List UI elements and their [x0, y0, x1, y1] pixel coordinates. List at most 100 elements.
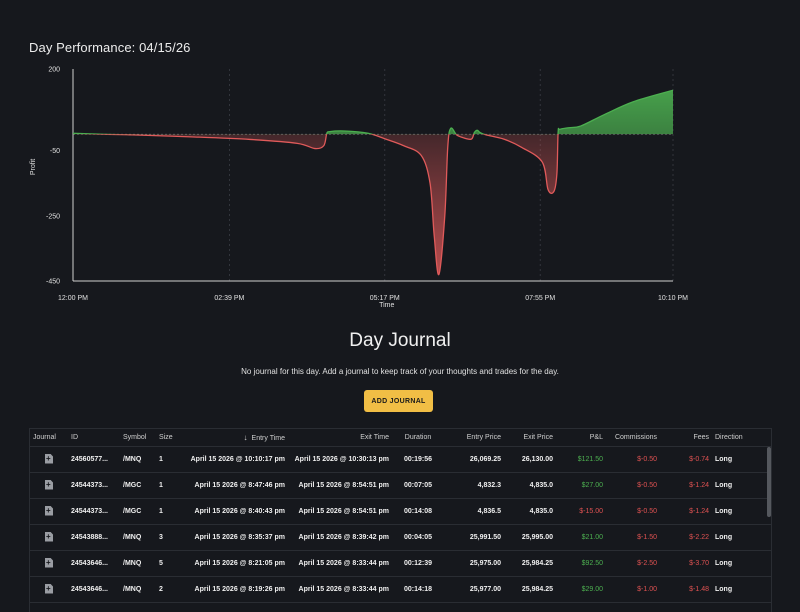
add-document-icon[interactable]: [45, 453, 53, 464]
add-document-icon[interactable]: [45, 531, 53, 542]
row-id: 24544373...: [68, 472, 120, 499]
row-entry-price: 26,069.25: [444, 446, 504, 473]
table-header-row: Journal ID Symbol Size ↓ Entry Time Exit …: [30, 429, 771, 447]
row-pnl: $27.00: [556, 472, 606, 499]
add-document-icon[interactable]: [45, 583, 53, 594]
row-direction: Long: [712, 524, 771, 551]
col-header-entry-price[interactable]: Entry Price: [444, 429, 504, 447]
row-entry-time: April 15 2026 @ 8:47:46 pm: [182, 472, 288, 499]
row-exit-time: April 15 2026 @ 8:54:51 pm: [288, 472, 392, 499]
col-header-commissions[interactable]: Commissions: [606, 429, 660, 447]
row-fees: $-1.24: [660, 498, 712, 525]
row-size: 1: [156, 498, 182, 525]
row-exit-time: April 15 2026 @ 10:30:13 pm: [288, 446, 392, 473]
row-id: 24543888...: [68, 524, 120, 551]
row-journal-cell[interactable]: [30, 576, 68, 603]
col-header-entry-time[interactable]: ↓ Entry Time: [182, 429, 288, 447]
row-id: 24543646...: [68, 576, 120, 603]
x-tick-label: 12:00 PM: [58, 295, 88, 302]
row-direction: Long: [712, 576, 771, 603]
row-commissions: $-0.50: [606, 446, 660, 473]
arrow-down-icon: ↓: [243, 433, 248, 442]
row-direction: Long: [712, 446, 771, 473]
row-symbol: /MGC: [120, 498, 156, 525]
row-commissions: $-0.50: [606, 498, 660, 525]
row-commissions: $-1.50: [606, 524, 660, 551]
y-tick-label: -50: [50, 148, 60, 155]
row-size: 3: [156, 524, 182, 551]
row-fees: $-0.74: [660, 446, 712, 473]
row-symbol: /MNQ: [120, 576, 156, 603]
col-header-journal[interactable]: Journal: [30, 429, 68, 447]
row-commissions: $-1.00: [606, 576, 660, 603]
col-header-symbol[interactable]: Symbol: [120, 429, 156, 447]
y-tick-label: -250: [46, 213, 60, 220]
y-tick-label: 200: [48, 67, 60, 74]
row-commissions: $-0.50: [606, 472, 660, 499]
row-entry-price: 4,836.5: [444, 498, 504, 525]
page-title: Day Performance: 04/15/26: [29, 40, 191, 55]
loss-line: [82, 134, 559, 276]
row-symbol: /MNQ: [120, 550, 156, 577]
col-header-fees[interactable]: Fees: [660, 429, 712, 447]
table-scrollbar[interactable]: [767, 447, 771, 517]
row-id: 24560577...: [68, 446, 120, 473]
row-size: 5: [156, 550, 182, 577]
row-pnl: $92.50: [556, 550, 606, 577]
col-header-direction[interactable]: Direction: [712, 429, 771, 447]
col-header-pnl[interactable]: P&L: [556, 429, 606, 447]
journal-empty-message: No journal for this day. Add a journal t…: [241, 367, 559, 376]
add-document-icon[interactable]: [45, 557, 53, 568]
col-header-id[interactable]: ID: [68, 429, 120, 447]
row-entry-time: April 15 2026 @ 8:21:05 pm: [182, 550, 288, 577]
add-document-icon[interactable]: [45, 505, 53, 516]
add-journal-button[interactable]: ADD JOURNAL: [364, 390, 433, 412]
col-header-duration[interactable]: Duration: [392, 429, 444, 447]
col-header-size[interactable]: Size: [156, 429, 182, 447]
row-pnl: $29.00: [556, 576, 606, 603]
row-direction: Long: [712, 550, 771, 577]
row-duration: 00:19:56: [392, 446, 444, 473]
row-journal-cell[interactable]: [30, 472, 68, 499]
row-fees: $-1.48: [660, 576, 712, 603]
row-size: 1: [156, 446, 182, 473]
row-duration: 00:14:08: [392, 498, 444, 525]
x-tick-label: 02:39 PM: [214, 295, 244, 302]
row-exit-price: 25,984.25: [504, 576, 556, 603]
trades-table: Journal ID Symbol Size ↓ Entry Time Exit …: [30, 429, 771, 603]
col-header-exit-time[interactable]: Exit Time: [288, 429, 392, 447]
y-tick-label: -450: [46, 279, 60, 286]
add-document-icon[interactable]: [45, 479, 53, 490]
row-symbol: /MNQ: [120, 524, 156, 551]
row-commissions: $-2.50: [606, 550, 660, 577]
row-entry-price: 25,991.50: [444, 524, 504, 551]
row-journal-cell[interactable]: [30, 446, 68, 473]
journal-title: Day Journal: [349, 330, 451, 351]
col-header-entry-time-label: Entry Time: [251, 435, 285, 442]
col-header-exit-price[interactable]: Exit Price: [504, 429, 556, 447]
row-size: 2: [156, 576, 182, 603]
performance-chart: 200 -50 -250 -450 12:00 PM 02:39 PM 05:17 PM 07…: [30, 67, 688, 310]
x-tick-label: 07:55 PM: [525, 295, 555, 302]
row-journal-cell[interactable]: [30, 524, 68, 551]
row-id: 24544373...: [68, 498, 120, 525]
row-journal-cell[interactable]: [30, 550, 68, 577]
row-duration: 00:12:39: [392, 550, 444, 577]
trades-table-container[interactable]: Journal ID Symbol Size ↓ Entry Time Exit …: [29, 428, 772, 612]
row-direction: Long: [712, 472, 771, 499]
row-journal-cell[interactable]: [30, 498, 68, 525]
row-exit-time: April 15 2026 @ 8:39:42 pm: [288, 524, 392, 551]
row-entry-time: April 15 2026 @ 8:35:37 pm: [182, 524, 288, 551]
row-exit-price: 4,835.0: [504, 498, 556, 525]
row-exit-time: April 15 2026 @ 8:33:44 pm: [288, 550, 392, 577]
row-size: 1: [156, 472, 182, 499]
y-axis-label: Profit: [30, 159, 37, 175]
row-fees: $-3.70: [660, 550, 712, 577]
loss-area: [73, 134, 673, 275]
